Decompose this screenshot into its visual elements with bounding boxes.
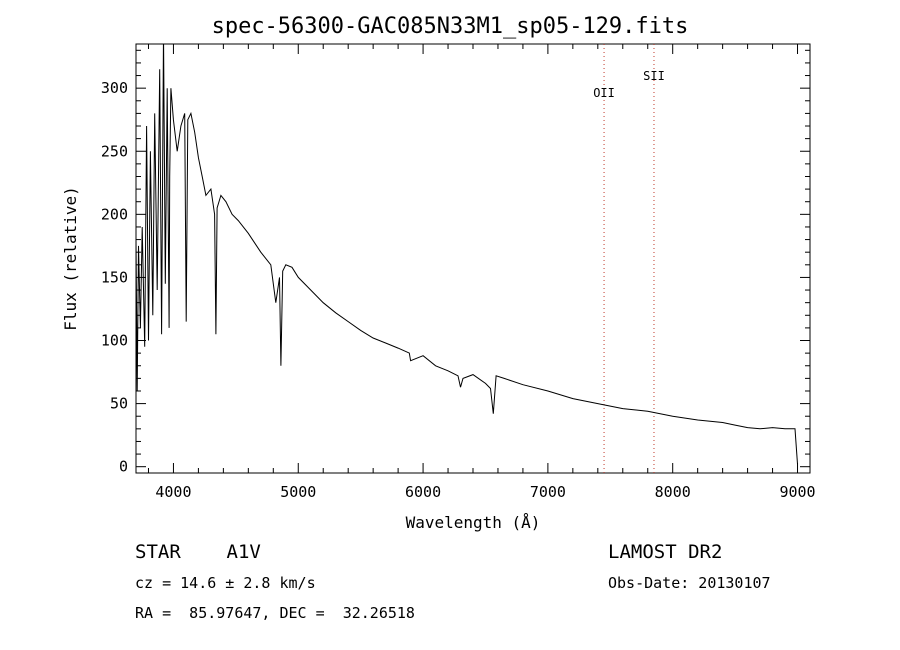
- redshift-label: cz = 14.6 ± 2.8 km/s: [135, 574, 316, 592]
- y-tick-label: 300: [101, 79, 128, 97]
- object-class-label: STAR A1V: [135, 541, 261, 563]
- y-tick-label: 150: [101, 268, 128, 286]
- emission-line-label: OII: [593, 86, 615, 100]
- x-tick-label: 8000: [655, 483, 691, 501]
- obs-date-label: Obs-Date: 20130107: [608, 574, 771, 592]
- y-axis-label: Flux (relative): [61, 186, 80, 331]
- spectrum-line: [136, 31, 798, 464]
- coordinates-label: RA = 85.97647, DEC = 32.26518: [135, 604, 415, 622]
- plot-frame: [136, 44, 810, 473]
- y-tick-label: 100: [101, 332, 128, 350]
- y-tick-label: 50: [110, 395, 128, 413]
- y-tick-label: 200: [101, 205, 128, 223]
- x-tick-label: 6000: [405, 483, 441, 501]
- x-tick-label: 7000: [530, 483, 566, 501]
- emission-line-label: SII: [643, 69, 665, 83]
- y-tick-label: 250: [101, 142, 128, 160]
- survey-label: LAMOST DR2: [608, 541, 722, 563]
- x-tick-label: 4000: [155, 483, 191, 501]
- x-axis-label: Wavelength (Å): [406, 513, 541, 532]
- y-tick-label: 0: [119, 458, 128, 476]
- x-tick-label: 9000: [779, 483, 815, 501]
- x-tick-label: 5000: [280, 483, 316, 501]
- chart-title: spec-56300-GAC085N33M1_sp05-129.fits: [212, 14, 689, 39]
